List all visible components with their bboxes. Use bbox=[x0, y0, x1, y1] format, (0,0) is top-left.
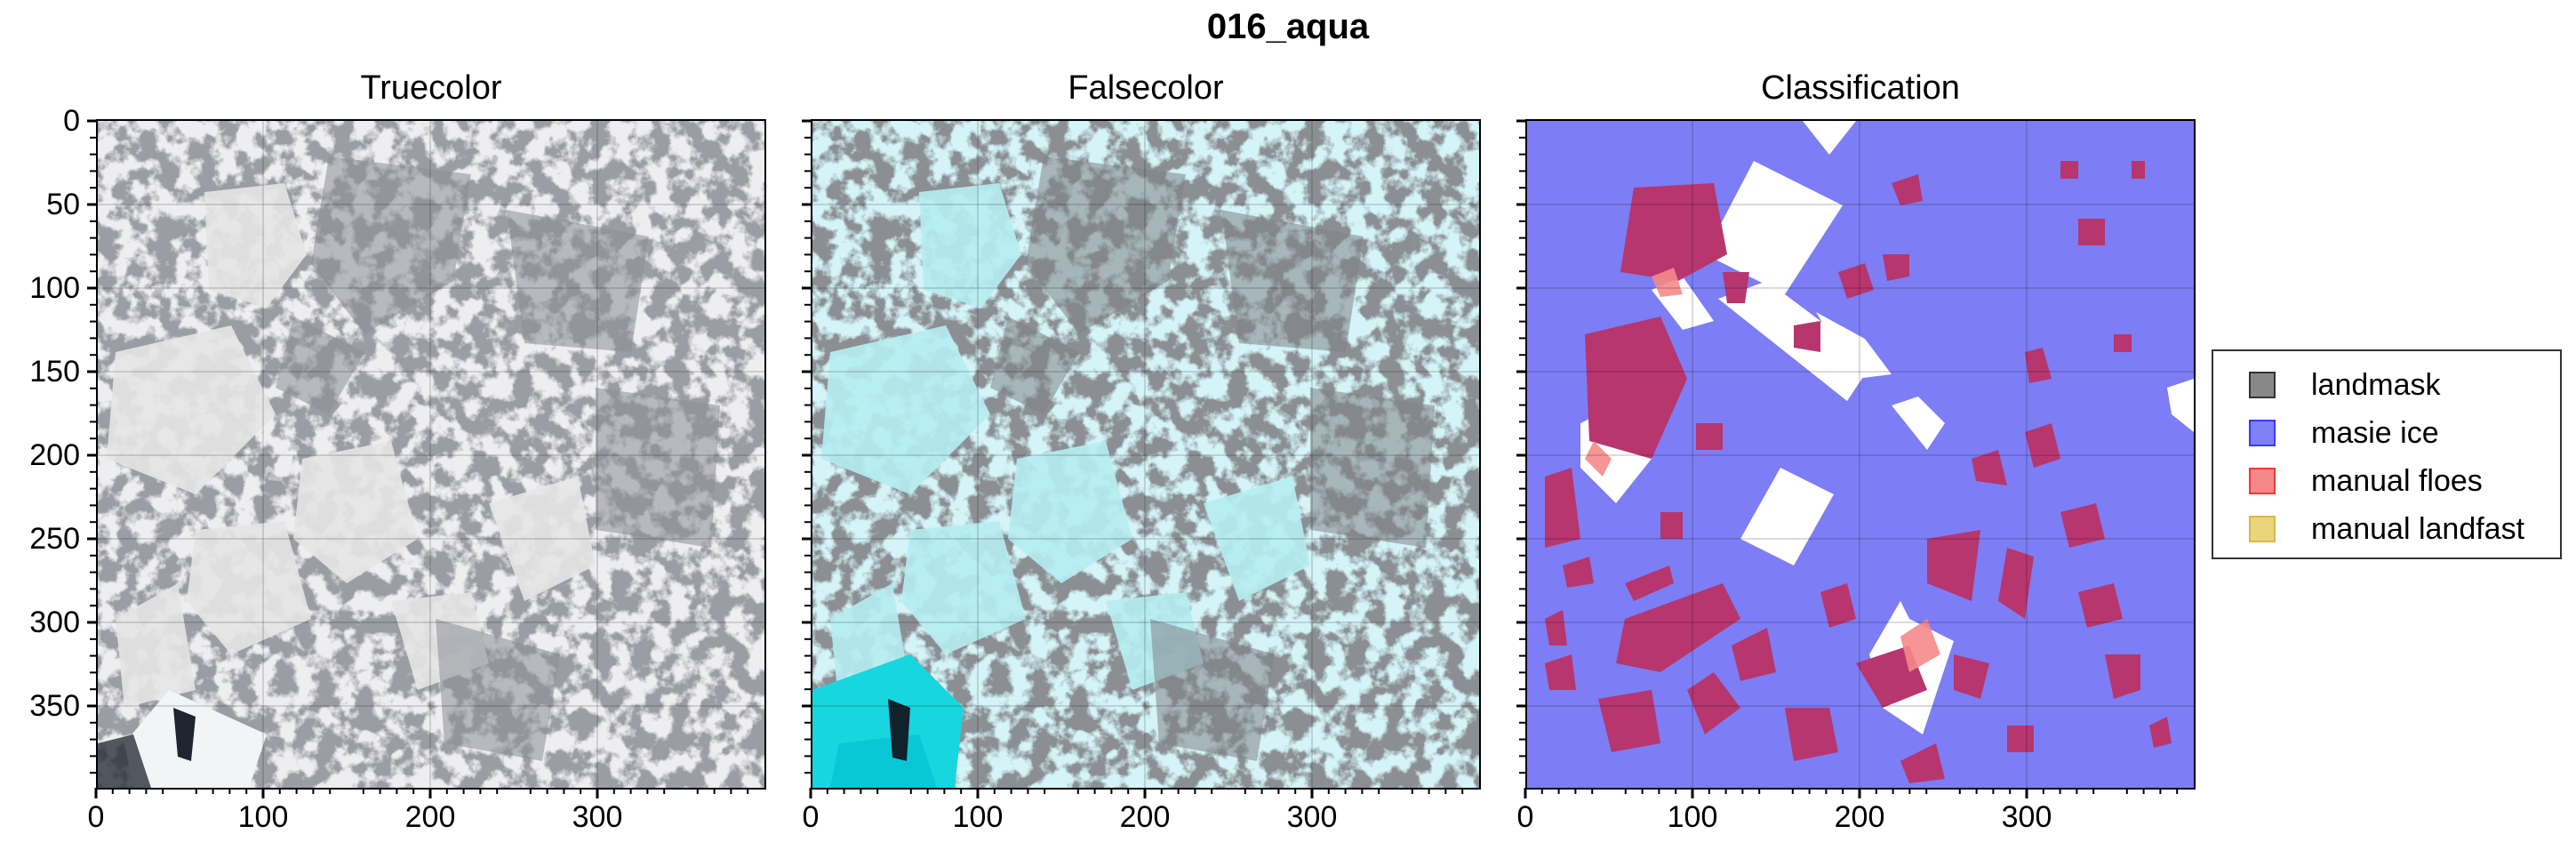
xtick-label: 200 bbox=[1834, 800, 1885, 834]
xtick-label: 300 bbox=[1286, 800, 1338, 834]
floe-regions bbox=[1545, 161, 2172, 783]
panel-title-classification: Classification bbox=[1761, 69, 1960, 107]
xtick-label: 200 bbox=[1119, 800, 1171, 834]
xtick-label: 0 bbox=[87, 800, 105, 834]
panel-title-falsecolor: Falsecolor bbox=[1068, 69, 1224, 107]
ytick-label: 350 bbox=[29, 689, 80, 723]
ytick-label: 0 bbox=[63, 104, 80, 138]
legend-label: masie ice bbox=[2311, 415, 2439, 450]
legend-entry-masie-ice: masie ice bbox=[2249, 415, 2439, 451]
ytick-label: 300 bbox=[29, 605, 80, 639]
truecolor-image bbox=[96, 119, 766, 790]
falsecolor-image bbox=[811, 119, 1481, 790]
truecolor-image-svg bbox=[98, 121, 764, 788]
legend-entry-landmask: landmask bbox=[2249, 367, 2441, 403]
legend-swatch bbox=[2249, 372, 2276, 398]
legend-label: landmask bbox=[2311, 367, 2441, 402]
ytick-label: 50 bbox=[46, 188, 80, 221]
legend-swatch bbox=[2249, 420, 2276, 446]
xtick-label: 300 bbox=[2001, 800, 2052, 834]
figure-title: 016_aqua bbox=[1206, 7, 1370, 46]
legend-entry-manual-floes: manual floes bbox=[2249, 463, 2483, 499]
legend-swatch bbox=[2249, 468, 2276, 494]
xtick-label: 0 bbox=[802, 800, 820, 834]
legend: landmask masie ice manual floes manual l… bbox=[2212, 349, 2562, 559]
legend-swatch bbox=[2249, 516, 2276, 542]
legend-entry-manual-landfast: manual landfast bbox=[2249, 511, 2524, 547]
legend-label: manual landfast bbox=[2311, 511, 2525, 546]
panel-title-truecolor: Truecolor bbox=[360, 69, 502, 107]
classification-map-svg bbox=[1527, 121, 2194, 788]
xtick-label: 100 bbox=[237, 800, 289, 834]
xtick-label: 100 bbox=[952, 800, 1004, 834]
xtick-label: 300 bbox=[572, 800, 623, 834]
xtick-label: 0 bbox=[1516, 800, 1534, 834]
ytick-label: 250 bbox=[29, 522, 80, 556]
ytick-label: 200 bbox=[29, 438, 80, 472]
xtick-label: 200 bbox=[404, 800, 456, 834]
legend-label: manual floes bbox=[2311, 463, 2483, 498]
ytick-label: 150 bbox=[29, 355, 80, 389]
falsecolor-image-svg bbox=[812, 121, 1479, 788]
ytick-label: 100 bbox=[29, 271, 80, 305]
xtick-label: 100 bbox=[1667, 800, 1718, 834]
